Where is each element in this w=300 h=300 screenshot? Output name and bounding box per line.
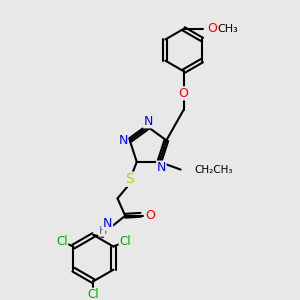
Text: CH₃: CH₃ — [218, 24, 238, 34]
Text: N: N — [118, 134, 128, 147]
Text: Cl: Cl — [119, 235, 131, 248]
Text: N: N — [143, 115, 153, 128]
Text: N: N — [103, 217, 112, 230]
Text: O: O — [145, 209, 155, 222]
Text: CH₂CH₃: CH₂CH₃ — [194, 165, 232, 175]
Text: Cl: Cl — [56, 235, 68, 248]
Text: O: O — [208, 22, 218, 35]
Text: N: N — [157, 161, 166, 174]
Text: Cl: Cl — [88, 288, 99, 300]
Text: S: S — [125, 172, 134, 186]
Text: O: O — [179, 87, 189, 100]
Text: H: H — [99, 226, 107, 236]
